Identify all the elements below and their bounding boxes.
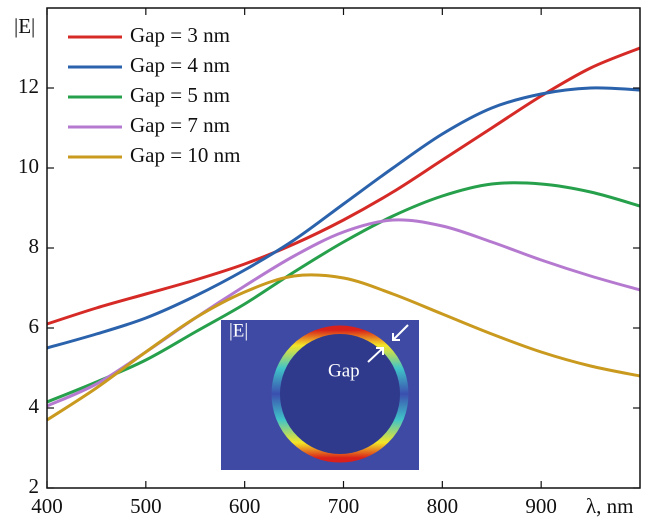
x-tick-label: 400 <box>31 494 63 518</box>
x-tick-label: 800 <box>427 494 459 518</box>
x-axis-label: λ, nm <box>586 494 634 518</box>
inset-label: |E| <box>229 320 248 341</box>
series-line <box>46 273 641 422</box>
legend-label: Gap = 7 nm <box>130 113 230 137</box>
legend-label: Gap = 10 nm <box>130 143 240 167</box>
x-tick-label: 500 <box>130 494 162 518</box>
y-axis-label: |E| <box>14 14 35 38</box>
y-tick-label: 6 <box>29 314 40 338</box>
inset-ring <box>271 325 409 463</box>
y-tick-label: 4 <box>29 394 40 418</box>
inset-annotation: Gap <box>328 360 360 381</box>
y-tick-label: 12 <box>18 74 39 98</box>
x-tick-label: 700 <box>328 494 360 518</box>
inset-arrow <box>392 324 409 341</box>
inset-arrow <box>367 347 384 363</box>
plot-frame <box>46 7 641 489</box>
series-line <box>46 46 641 326</box>
inset-disk <box>280 334 400 454</box>
inset-arrowhead <box>376 347 384 355</box>
y-tick-label: 10 <box>18 154 39 178</box>
x-tick-label: 900 <box>525 494 557 518</box>
legend-label: Gap = 5 nm <box>130 83 230 107</box>
y-tick-label: 2 <box>29 474 40 498</box>
series-line <box>46 181 641 404</box>
y-tick-label: 8 <box>29 234 40 258</box>
legend-label: Gap = 4 nm <box>130 53 230 77</box>
legend-label: Gap = 3 nm <box>130 23 230 47</box>
x-tick-label: 600 <box>229 494 261 518</box>
series-line <box>46 86 641 350</box>
inset: |E| Gap <box>221 320 419 470</box>
inset-arrowhead <box>392 333 400 341</box>
